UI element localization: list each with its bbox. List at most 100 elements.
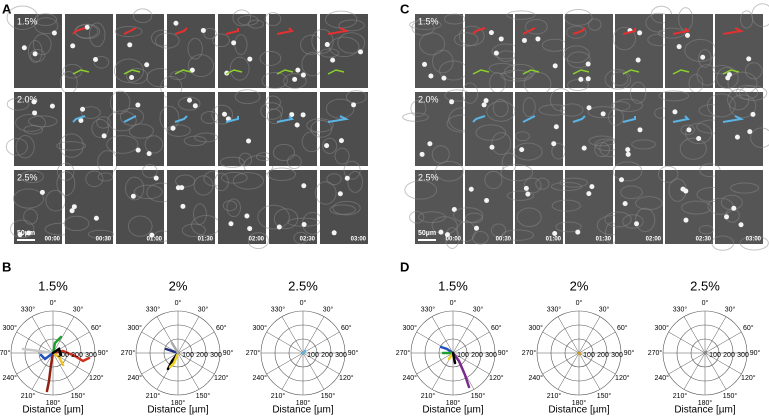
track (472, 27, 486, 35)
cell (585, 61, 591, 67)
polar-spoke (452, 316, 475, 354)
polar-title: 2% (169, 278, 188, 293)
texture (631, 139, 656, 150)
texture (613, 98, 644, 113)
polar-spoke (578, 352, 616, 375)
cell (39, 189, 45, 195)
cell (634, 221, 640, 227)
cell (483, 98, 489, 104)
track (327, 115, 350, 123)
texture (611, 101, 631, 112)
polar-spoke (668, 331, 706, 354)
texture (744, 62, 763, 80)
cell (228, 221, 234, 227)
polar-spoke (683, 352, 706, 390)
cell (535, 36, 541, 42)
polar-spoke (452, 352, 490, 375)
image-tile (116, 170, 164, 244)
texture (612, 161, 643, 182)
cell (146, 151, 152, 157)
cell (726, 72, 732, 78)
track (72, 27, 86, 35)
polar-plot: 1.5% 0° 30° 60° 90° 120° 150° 180° 210° 240° 270° 3… (396, 278, 509, 415)
cell (586, 105, 592, 111)
radial-label: 300 (611, 352, 623, 359)
row-label: 2.5% (418, 172, 439, 182)
track (622, 28, 636, 35)
polar-spoke (281, 352, 304, 390)
angle-label: 0° (175, 299, 182, 307)
texture (27, 115, 58, 128)
track (722, 115, 745, 123)
texture (338, 19, 365, 32)
cell (32, 51, 38, 57)
texture (187, 54, 215, 78)
angle-label: 0° (300, 299, 307, 307)
angle-label: 330° (21, 306, 36, 314)
radial-label: 100 (57, 352, 69, 359)
cell (488, 30, 494, 36)
track (622, 69, 640, 75)
cell (247, 226, 253, 232)
polar-spoke (302, 352, 325, 390)
texture (87, 229, 114, 239)
polar-title: 2.5% (690, 278, 720, 293)
polar-spoke (557, 316, 580, 354)
track (276, 27, 295, 35)
polar-spoke (266, 331, 304, 354)
axis-label: Distance [µm] (272, 405, 334, 416)
timestamp: 00:30 (96, 237, 112, 243)
track (472, 69, 490, 75)
cell (200, 27, 206, 33)
cell (619, 177, 625, 183)
polar-spoke (683, 316, 706, 354)
angle-label: 150° (597, 392, 612, 400)
texture (560, 103, 584, 117)
cell (525, 191, 531, 197)
cell (449, 99, 455, 105)
track (672, 69, 690, 75)
polar-plot: 2.5% 0° 30° 60° 90° 120° 150° 180° 210° 240° 270° 3… (648, 278, 761, 415)
texture (127, 215, 153, 237)
texture (237, 15, 259, 26)
texture (486, 100, 516, 122)
cell (672, 109, 678, 115)
angle-label: 90° (750, 349, 761, 357)
panel-label: B (2, 259, 11, 274)
cell (746, 56, 752, 62)
timestamp: 02:30 (696, 237, 712, 243)
radial-label: 100 (307, 352, 319, 359)
angle-label: 30° (473, 306, 484, 314)
texture (15, 113, 46, 132)
track (722, 69, 740, 75)
polar-spoke (542, 331, 580, 354)
cell (578, 76, 584, 82)
radial-label: 300 (335, 352, 347, 359)
texture (293, 231, 309, 245)
cell (70, 43, 76, 49)
cell (84, 24, 90, 30)
texture (142, 163, 158, 179)
texture (452, 207, 484, 224)
texture (587, 18, 602, 31)
angle-label: 90° (223, 349, 234, 357)
angle-label: 330° (146, 306, 161, 314)
texture (465, 212, 484, 224)
texture (506, 190, 535, 201)
cell (78, 117, 84, 123)
texture (232, 172, 264, 190)
cell (498, 36, 504, 42)
texture (685, 122, 713, 145)
texture (62, 63, 83, 79)
cell (625, 147, 631, 153)
track (276, 69, 294, 75)
texture (219, 156, 245, 168)
trajectory (168, 351, 180, 369)
cell (300, 112, 306, 118)
cell (173, 20, 179, 26)
texture (247, 232, 269, 250)
cell (337, 191, 343, 197)
cell (676, 44, 682, 50)
angle-label: 150° (196, 392, 211, 400)
texture (89, 22, 106, 48)
